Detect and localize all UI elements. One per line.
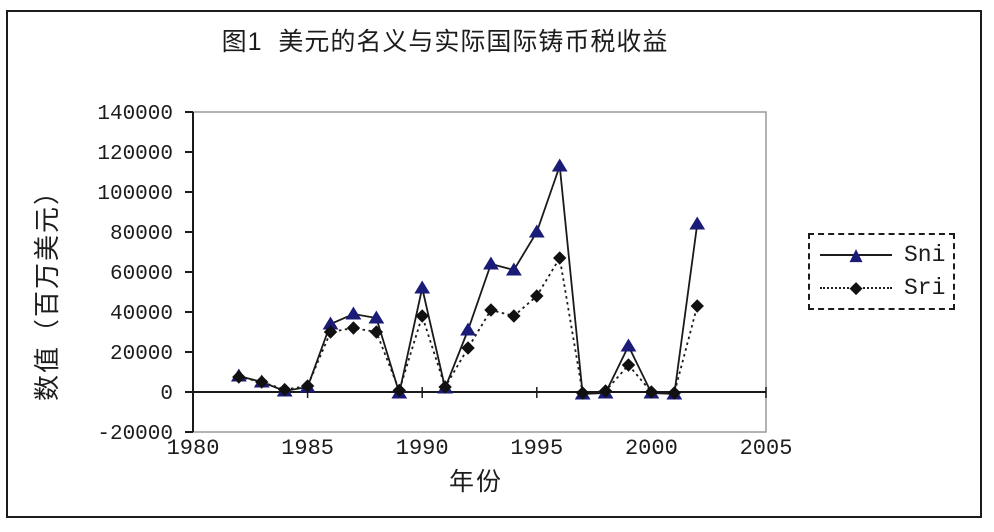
marker-sni <box>345 306 362 320</box>
legend-entry-sri: ◆ Sri <box>820 275 953 301</box>
marker-sri <box>461 341 475 355</box>
marker-sni <box>460 322 476 336</box>
plot-border <box>193 111 767 433</box>
marker-sri <box>667 386 682 400</box>
y-tick-label: -20000 <box>97 423 173 446</box>
x-tick-label: 1995 <box>510 436 563 461</box>
y-tick-label: 0 <box>160 383 173 406</box>
marker-sri <box>415 309 429 323</box>
legend-label-sni: Sni <box>904 242 946 268</box>
marker-sni <box>483 256 499 270</box>
y-tick-label: 40000 <box>110 303 173 326</box>
marker-sni <box>528 224 545 238</box>
x-tick-label: 2000 <box>625 436 678 461</box>
y-tick-label: 140000 <box>97 103 173 126</box>
marker-sri <box>621 358 636 372</box>
series-line-sri <box>238 255 699 394</box>
marker-sni <box>551 158 568 172</box>
y-tick-label: 100000 <box>97 183 173 206</box>
marker-sni <box>620 338 637 352</box>
marker-sri <box>277 382 292 397</box>
marker-sri <box>484 303 498 317</box>
marker-sri <box>530 289 544 303</box>
marker-sri <box>575 386 590 400</box>
marker-sri <box>438 380 452 394</box>
marker-sri <box>553 251 567 265</box>
x-tick-label: 2005 <box>740 436 793 461</box>
marker-sri <box>323 325 338 339</box>
marker-sri <box>644 385 659 399</box>
y-tick-label: 80000 <box>110 223 173 246</box>
marker-sri <box>690 299 704 313</box>
marker-sri <box>255 375 269 389</box>
x-tick-label: 1980 <box>167 436 220 461</box>
x-axis-title: 年份 <box>448 468 503 496</box>
marker-sri <box>507 309 521 323</box>
legend-label-sri: Sri <box>904 275 946 301</box>
sri-line-sample: ◆ <box>820 278 892 298</box>
marker-sni <box>505 262 522 276</box>
sni-line-sample: ▲ <box>820 245 892 265</box>
y-tick-label: 60000 <box>110 263 173 286</box>
marker-sri <box>232 370 246 384</box>
marker-sri <box>300 379 315 393</box>
marker-sni <box>414 280 431 294</box>
y-tick-label: 20000 <box>110 343 173 366</box>
legend: ▲ Sni ◆ Sri <box>808 233 955 310</box>
marker-sri <box>369 325 384 339</box>
triangle-marker-icon: ▲ <box>849 245 863 265</box>
marker-sni <box>689 216 706 230</box>
x-tick-label: 1990 <box>396 436 449 461</box>
marker-sni <box>368 310 385 324</box>
chart-title: 图1 美元的名义与实际国际铸币税收益 <box>221 28 669 56</box>
diamond-marker-icon: ◆ <box>849 278 863 298</box>
marker-sri <box>392 383 406 398</box>
legend-entry-sni: ▲ Sni <box>820 242 953 268</box>
y-tick-label: 120000 <box>97 143 173 166</box>
marker-sri <box>598 384 613 398</box>
x-tick-label: 1985 <box>281 436 334 461</box>
marker-sri <box>346 321 361 335</box>
